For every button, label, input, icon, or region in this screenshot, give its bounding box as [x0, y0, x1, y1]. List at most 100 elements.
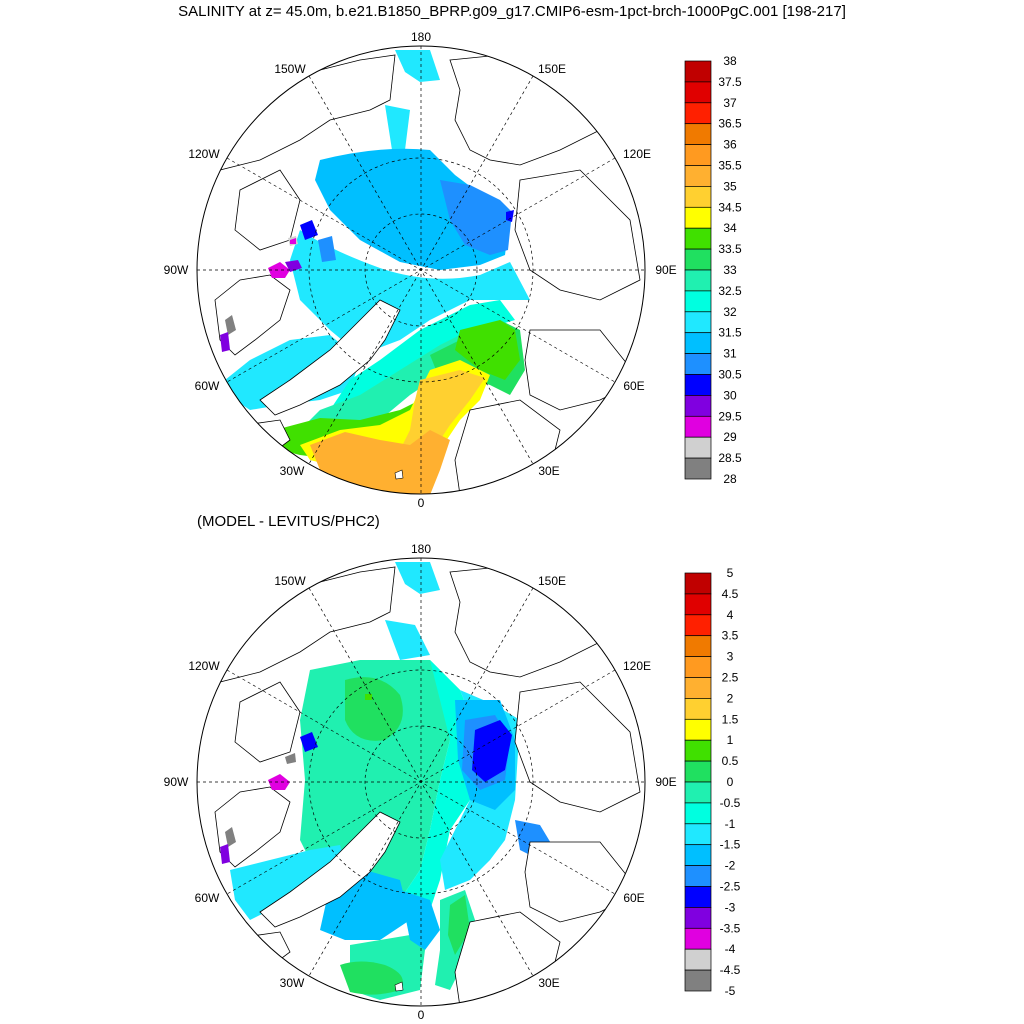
colorbar-tick-label: 31 [723, 347, 737, 361]
colorbar-swatch [684, 144, 712, 166]
difference-map: 180 150E 120E 90E 60E 30E 0 30W 60W 90W … [164, 542, 677, 1022]
lon-label-30e: 30E [538, 464, 559, 478]
colorbar-swatch [684, 81, 712, 104]
colorbar-swatch [684, 907, 712, 929]
colorbar-swatch [684, 206, 712, 229]
colorbar-swatch [684, 353, 712, 375]
lon-label-120e: 120E [623, 659, 651, 673]
colorbar-swatch [684, 886, 712, 908]
salinity-map: 180 150E 120E 90E 60E 30E 0 30W 60W 90W … [164, 30, 677, 510]
colorbar-tick-label: 2.5 [722, 671, 739, 685]
colorbar-swatch [684, 572, 712, 595]
difference-colorbar: 5 4.5 4 3.5 3 2.5 2 1.5 1 0.5 0 -0.5 -1 -1.5 -2 -2.5 -3 -… [684, 566, 741, 998]
colorbar-tick-label: 34.5 [718, 200, 742, 214]
colorbar-swatch [684, 436, 712, 459]
colorbar-swatch [684, 123, 712, 145]
colorbar-tick-label: 33.5 [718, 242, 742, 256]
colorbar-tick-label: 36.5 [718, 117, 742, 131]
lon-label-150e: 150E [538, 62, 566, 76]
colorbar-tick-label: -3.5 [720, 921, 741, 935]
lon-label-120w: 120W [188, 147, 220, 161]
lon-label-30w: 30W [280, 976, 305, 990]
colorbar-tick-label: 1 [727, 733, 734, 747]
colorbar-swatch [684, 635, 712, 657]
salinity-colorbar: 38 37.5 37 36.5 36 35.5 35 34.5 34 33.5 33 32.5 32 31… [684, 54, 742, 486]
colorbar-tick-label: 28 [723, 472, 737, 486]
lon-label-60w: 60W [195, 891, 220, 905]
colorbar-tick-label: -4 [725, 942, 736, 956]
lon-label-60e: 60E [623, 891, 644, 905]
colorbar-tick-label: 34 [723, 221, 737, 235]
lon-label-90e: 90E [655, 263, 676, 277]
colorbar-swatch [684, 102, 712, 125]
colorbar-swatch [684, 227, 712, 250]
colorbar-swatch [684, 332, 712, 354]
lon-label-90e: 90E [655, 775, 676, 789]
colorbar-swatch [684, 395, 712, 417]
lon-label-60e: 60E [623, 379, 644, 393]
colorbar-tick-label: -4.5 [720, 963, 741, 977]
colorbar-swatch [684, 290, 712, 313]
colorbar-tick-label: 30.5 [718, 368, 742, 382]
colorbar-tick-label: -3 [725, 900, 736, 914]
colorbar-swatch [684, 269, 712, 292]
salinity-map-boundary [196, 45, 646, 495]
colorbar-swatch [684, 823, 712, 846]
colorbar-swatch [684, 927, 712, 950]
colorbar-tick-label: 35.5 [718, 159, 742, 173]
colorbar-tick-label: 3 [727, 650, 734, 664]
colorbar-tick-label: -0.5 [720, 796, 741, 810]
lon-label-90w: 90W [164, 775, 189, 789]
colorbar-swatch [684, 593, 712, 616]
colorbar-swatch [684, 802, 712, 825]
colorbar-swatch [684, 781, 712, 804]
colorbar-tick-label: 35 [723, 179, 737, 193]
colorbar-tick-label: -2.5 [720, 880, 741, 894]
difference-graticule [197, 558, 645, 1006]
colorbar-swatch [684, 415, 712, 438]
colorbar-tick-label: 4 [727, 608, 734, 622]
colorbar-swatch [684, 739, 712, 762]
colorbar-swatch [684, 656, 712, 678]
colorbar-tick-label: 28.5 [718, 451, 742, 465]
salinity-lon-labels: 180 150E 120E 90E 60E 30E 0 30W 60W 90W … [164, 30, 677, 510]
difference-map-boundary [196, 557, 646, 1007]
salinity-field [199, 50, 641, 494]
lon-label-180: 180 [411, 30, 431, 44]
colorbar-tick-label: 37 [723, 96, 737, 110]
lon-label-90w: 90W [164, 263, 189, 277]
colorbar-tick-label: -1.5 [720, 838, 741, 852]
colorbar-tick-label: 31.5 [718, 326, 742, 340]
colorbar-tick-label: 37.5 [718, 75, 742, 89]
colorbar-tick-label: 5 [727, 566, 734, 580]
lon-label-150w: 150W [274, 574, 306, 588]
colorbar-swatch [684, 614, 712, 637]
lon-label-0: 0 [418, 1008, 425, 1022]
lon-label-0: 0 [418, 496, 425, 510]
colorbar-swatch [684, 718, 712, 741]
colorbar-tick-label: -2 [725, 859, 736, 873]
colorbar-tick-label: 4.5 [722, 587, 739, 601]
colorbar-tick-label: 3.5 [722, 629, 739, 643]
colorbar-tick-label: 2 [727, 691, 734, 705]
colorbar-swatch [684, 677, 712, 699]
colorbar-tick-label: 36 [723, 138, 737, 152]
lon-label-30e: 30E [538, 976, 559, 990]
colorbar-swatch [684, 165, 712, 187]
colorbar-tick-label: 30 [723, 388, 737, 402]
colorbar-tick-label: 1.5 [722, 712, 739, 726]
colorbar-tick-label: 0 [727, 775, 734, 789]
colorbar-tick-label: 0.5 [722, 754, 739, 768]
colorbar-swatch [684, 698, 712, 720]
difference-field [199, 562, 641, 1006]
colorbar-tick-label: 33 [723, 263, 737, 277]
colorbar-tick-label: 32.5 [718, 284, 742, 298]
colorbar-swatch [684, 969, 712, 992]
colorbar-swatch [684, 60, 712, 83]
colorbar-tick-label: 29 [723, 430, 737, 444]
colorbar-tick-label: 38 [723, 54, 737, 68]
colorbar-swatch [684, 760, 712, 783]
colorbar-tick-label: -1 [725, 817, 736, 831]
colorbar-swatch [684, 374, 712, 396]
